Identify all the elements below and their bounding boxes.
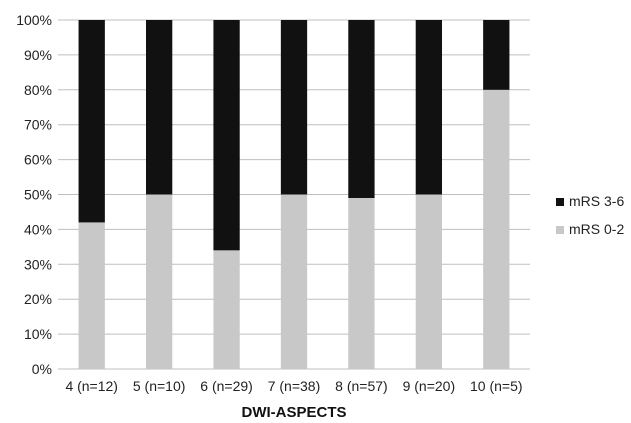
y-tick-label: 0% xyxy=(32,361,52,377)
y-tick-label: 40% xyxy=(24,221,52,237)
legend-label: mRS 0-2 xyxy=(569,221,624,237)
legend-swatch xyxy=(556,198,564,206)
bar-segment xyxy=(78,20,105,223)
bar-segment xyxy=(78,222,105,369)
bar-segment xyxy=(483,89,510,370)
bars xyxy=(78,20,510,370)
x-axis-tick-labels: 4 (n=12) 5 (n=10) 6 (n=29) 7 (n=38) 8 (n=57)… xyxy=(65,378,522,394)
bar-segment xyxy=(415,20,443,195)
y-tick-label: 60% xyxy=(24,152,52,168)
legend: mRS 3-6 mRS 0-2 xyxy=(556,193,624,237)
x-tick-label: 5 (n=10) xyxy=(133,378,186,394)
x-tick-label: 4 (n=12) xyxy=(65,378,118,394)
legend-label: mRS 3-6 xyxy=(569,193,624,209)
bar-segment xyxy=(483,20,510,90)
legend-swatch xyxy=(556,226,564,234)
bar-segment xyxy=(145,194,173,369)
y-axis-tick-labels: 0% 10% 20% 30% 40% 50% 60% 70% 80% 90% 100% xyxy=(16,12,52,377)
x-axis-title: DWI-ASPECTS xyxy=(242,404,347,421)
bar-segment xyxy=(348,197,375,369)
y-tick-label: 80% xyxy=(24,82,52,98)
bar-segment xyxy=(415,194,443,369)
bar-segment xyxy=(145,20,173,195)
bar-segment xyxy=(213,250,240,369)
y-tick-label: 10% xyxy=(24,326,52,342)
y-tick-label: 100% xyxy=(16,12,52,28)
x-tick-label: 9 (n=20) xyxy=(403,378,456,394)
bar-segment xyxy=(348,20,375,198)
x-tick-label: 10 (n=5) xyxy=(470,378,523,394)
bar-segment xyxy=(213,20,240,251)
y-tick-label: 70% xyxy=(24,117,52,133)
y-tick-label: 90% xyxy=(24,47,52,63)
x-tick-label: 7 (n=38) xyxy=(268,378,321,394)
x-tick-label: 8 (n=57) xyxy=(335,378,388,394)
y-tick-label: 30% xyxy=(24,256,52,272)
y-tick-label: 20% xyxy=(24,291,52,307)
bar-segment xyxy=(280,20,308,195)
y-tick-label: 50% xyxy=(24,187,52,203)
x-tick-label: 6 (n=29) xyxy=(200,378,253,394)
bar-segment xyxy=(280,194,308,369)
